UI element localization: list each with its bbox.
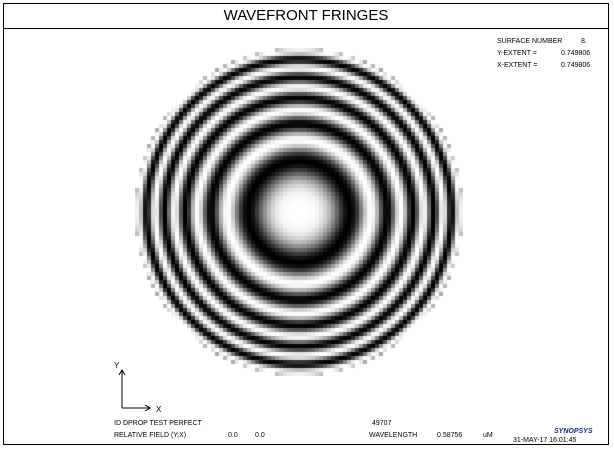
- relative-field-x: 0.0: [255, 432, 265, 439]
- relative-field-y: 0.0: [228, 432, 238, 439]
- relative-field-label: RELATIVE FIELD (Y,X): [114, 432, 187, 439]
- surface-number-value: 8.: [581, 38, 587, 45]
- y-extent-value: 0.749806: [561, 50, 591, 57]
- x-axis-arrow: [144, 404, 151, 412]
- timestamp: 31-MAY-17 16:01:45: [513, 437, 577, 444]
- x-axis-label: X: [156, 405, 162, 414]
- wavelength-value: 0.58756: [437, 432, 463, 439]
- y-extent-label: Y-EXTENT =: [497, 50, 537, 57]
- y-axis-arrow: [118, 369, 126, 376]
- x-extent-value: 0.749806: [561, 62, 591, 69]
- wavelength-label: WAVELENGTH: [369, 432, 418, 439]
- run-number: 49707: [372, 420, 392, 427]
- x-extent-label: X-EXTENT =: [497, 62, 538, 69]
- wavelength-unit: uM: [483, 432, 493, 439]
- synopsys-logo: SYNOPSYS: [554, 428, 593, 435]
- axis-indicator: Y X: [114, 361, 162, 414]
- window-title: WAVEFRONT FRINGES: [4, 4, 608, 29]
- id-text: ID DPROP TEST PERFECT: [114, 420, 202, 427]
- surface-number-label: SURFACE NUMBER: [497, 38, 563, 45]
- plot-window: WAVEFRONT FRINGES SURFACE NUMBER 8. Y-EX…: [3, 3, 609, 445]
- y-axis-label: Y: [114, 361, 120, 370]
- wavefront-fringe-map: [135, 48, 463, 376]
